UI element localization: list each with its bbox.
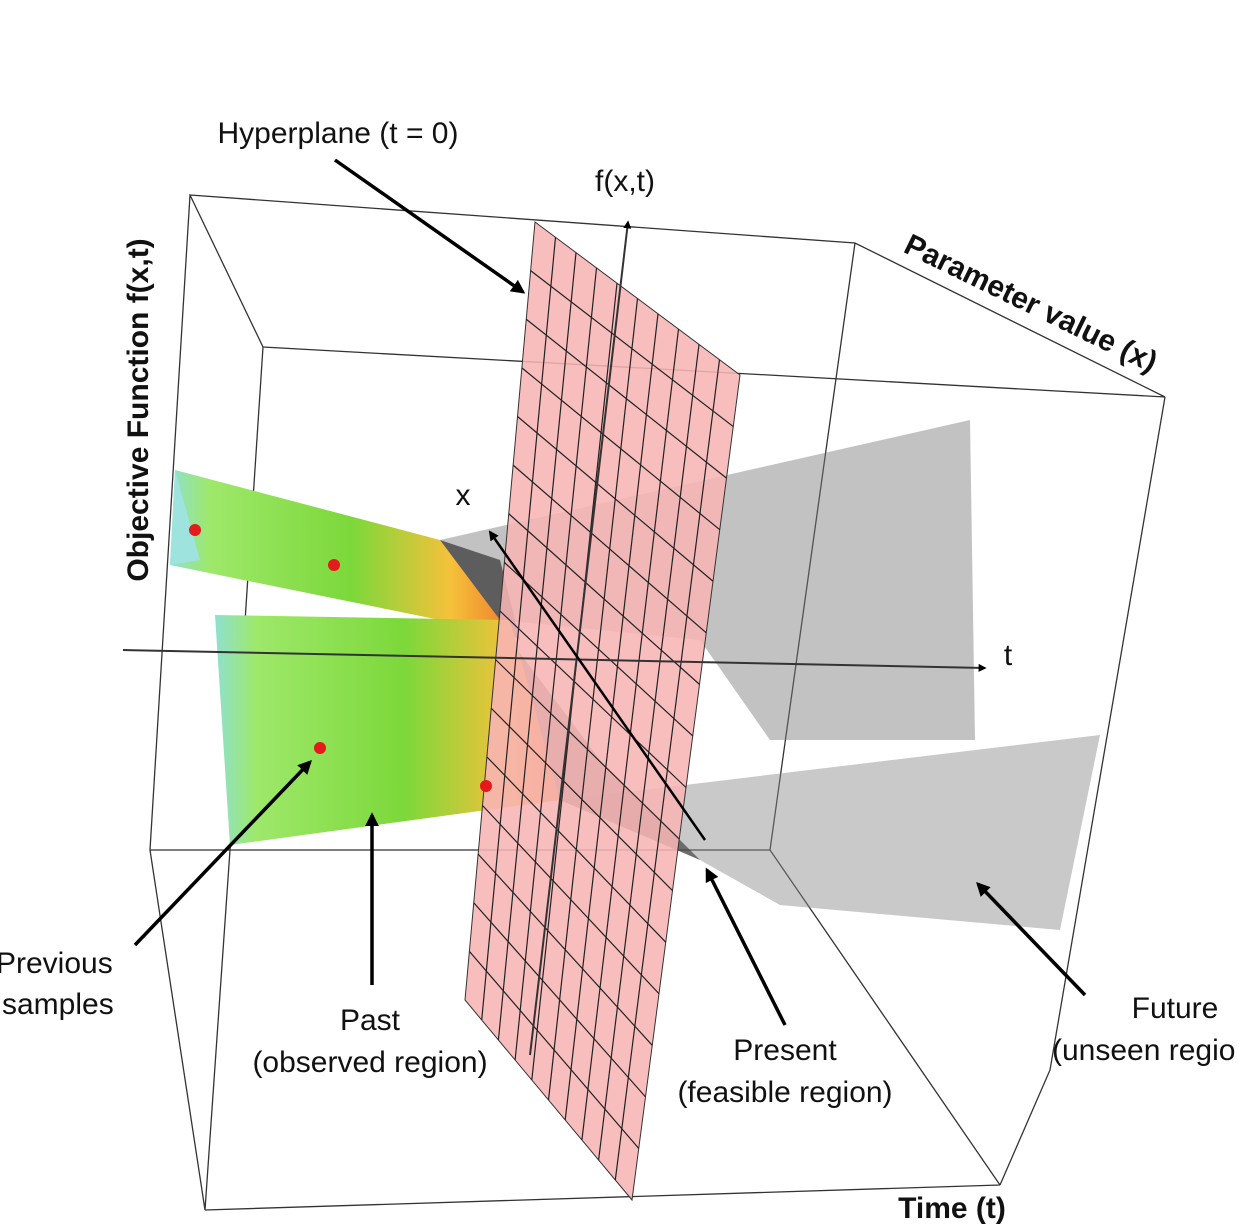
- x-axis-label: x: [456, 479, 471, 512]
- diagram: Hyperplane (t = 0) f(x,t) Parameter valu…: [0, 0, 1257, 1224]
- future-label: Future: [1132, 992, 1219, 1025]
- previous-label: Previous: [0, 947, 113, 980]
- parameter-axis-label: Parameter value (x): [899, 228, 1162, 379]
- t-axis-label: t: [1004, 639, 1013, 672]
- time-axis-label: Time (t): [898, 1192, 1006, 1224]
- past-label: (observed region): [252, 1046, 487, 1079]
- hyperplane-label: Hyperplane (t = 0): [218, 117, 459, 150]
- objective-axis-label: Objective Function f(x,t): [122, 238, 155, 581]
- present-label: Present: [733, 1034, 837, 1067]
- present-label: (feasible region): [677, 1076, 892, 1109]
- previous-label: samples: [2, 988, 114, 1021]
- hyperplane: [465, 222, 740, 1200]
- f-axis-label: f(x,t): [595, 165, 655, 198]
- future-label: (unseen regio: [1052, 1034, 1235, 1067]
- past-label: Past: [340, 1004, 401, 1037]
